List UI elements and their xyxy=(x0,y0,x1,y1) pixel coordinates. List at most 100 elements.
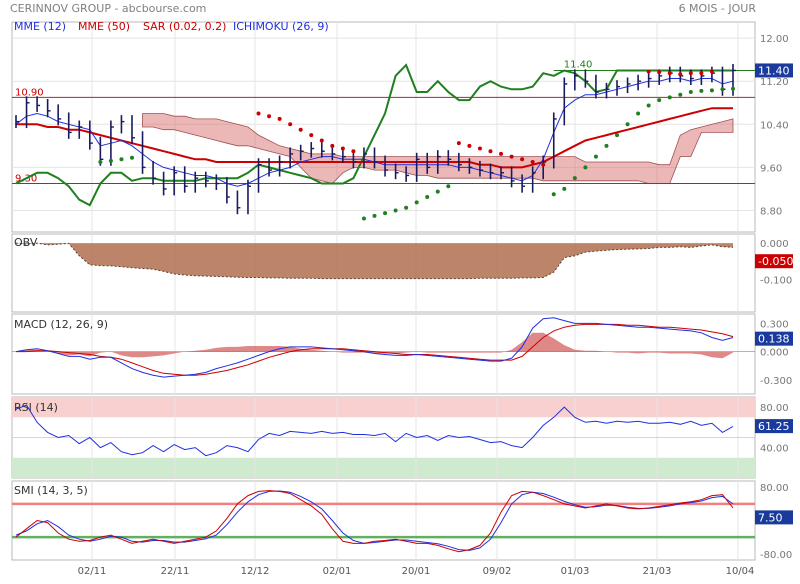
price-last-badge: 11.40 xyxy=(758,64,790,77)
x-tick-label: 09/02 xyxy=(483,566,512,577)
macd-y-tick: 0.000 xyxy=(760,348,789,359)
sar-dot xyxy=(277,116,282,121)
sar-dot xyxy=(583,165,588,170)
obv-y-tick: 0.000 xyxy=(760,239,789,250)
macd-last-badge: 0.138 xyxy=(758,333,790,346)
obv-y-tick: -0.100 xyxy=(760,275,792,286)
sar-dot xyxy=(636,111,641,116)
sar-dot xyxy=(340,146,345,151)
macd-line xyxy=(15,317,734,378)
smi-last-badge-bg xyxy=(755,510,793,525)
sar-dot xyxy=(393,208,398,213)
smi-label: SMI (14, 3, 5) xyxy=(14,484,88,497)
sar-dot xyxy=(520,157,525,162)
price-y-tick: 9.60 xyxy=(760,163,782,174)
price-panel-frame xyxy=(11,21,756,233)
obv-line xyxy=(15,242,734,280)
sar-dot xyxy=(446,184,451,189)
sar-dot xyxy=(699,71,704,76)
sar-dot xyxy=(319,138,324,143)
smi-panel-frame xyxy=(11,480,756,561)
obv-last-badge: -0.050 xyxy=(758,255,793,268)
price-y-tick: 10.40 xyxy=(760,120,789,131)
sar-dot xyxy=(688,90,693,94)
obv-last-badge-bg xyxy=(755,254,793,269)
sar-dot xyxy=(678,72,683,77)
price-y-tick: 12.00 xyxy=(760,34,789,45)
sar-dot xyxy=(572,176,577,181)
rsi-label: RSI (14) xyxy=(14,401,58,414)
macd-y-tick: -0.300 xyxy=(760,376,792,387)
macd-last-badge-bg xyxy=(755,331,793,346)
price-y-tick: 11.20 xyxy=(760,77,789,88)
legend-item: MME (12) xyxy=(14,20,66,33)
sar-dot xyxy=(562,186,567,191)
sar-dot xyxy=(108,158,113,163)
smi-y-tick: -80.00 xyxy=(760,550,792,561)
sar-dot xyxy=(330,143,335,148)
sar-dot xyxy=(646,69,651,74)
sar-dot xyxy=(625,122,630,127)
sar-dot xyxy=(615,133,620,138)
macd-y-tick: 0.300 xyxy=(760,319,789,330)
price-hline-label: 10.90 xyxy=(15,87,44,98)
sar-dot xyxy=(646,103,651,108)
sar-dot xyxy=(604,143,609,148)
sar-dot xyxy=(383,211,388,216)
sar-dot xyxy=(288,122,293,127)
sar-dot xyxy=(351,149,356,154)
x-tick-label: 20/01 xyxy=(402,566,431,577)
rsi-y-tick: 40.00 xyxy=(760,444,789,455)
sar-dot xyxy=(298,127,303,132)
sar-dot xyxy=(361,216,366,221)
price-y-tick: 8.80 xyxy=(760,206,782,217)
legend-item: MME (50) xyxy=(78,20,130,33)
rsi-last-badge-bg xyxy=(755,419,793,434)
sar-dot xyxy=(309,133,314,138)
x-tick-label: 22/11 xyxy=(161,566,190,577)
sar-dot xyxy=(551,192,556,197)
sar-dot xyxy=(541,162,546,167)
sar-dot xyxy=(678,92,683,97)
sar-dot xyxy=(414,200,419,205)
macd-label: MACD (12, 26, 9) xyxy=(14,318,108,331)
rsi-last-badge: 61.25 xyxy=(758,420,790,433)
smi-last-badge: 7.50 xyxy=(758,511,783,524)
rsi-overbought-zone xyxy=(12,397,755,418)
sar-dot xyxy=(456,141,461,146)
sar-dot xyxy=(667,71,672,76)
ichimoku-line xyxy=(15,63,733,207)
legend-item: SAR (0.02, 0.2) xyxy=(143,20,226,33)
legend-item: ICHIMOKU (26, 9) xyxy=(233,20,329,33)
smi-k-line xyxy=(15,490,734,553)
sar-dot xyxy=(593,154,598,159)
macd-histogram xyxy=(16,332,733,359)
sar-dot xyxy=(699,88,704,93)
x-tick-label: 01/03 xyxy=(561,566,590,577)
sar-dot xyxy=(667,95,672,100)
price-last-badge-bg xyxy=(755,63,793,78)
sar-dot xyxy=(709,69,714,74)
sar-dot xyxy=(488,149,493,154)
sar-dot xyxy=(98,160,103,164)
x-tick-label: 02/11 xyxy=(78,566,107,577)
sar-dot xyxy=(688,71,693,76)
smi-y-tick: 80.00 xyxy=(760,483,789,494)
sar-dot xyxy=(425,195,430,199)
sar-dot xyxy=(720,87,725,92)
high-label: 11.40 xyxy=(564,59,593,70)
x-tick-label: 12/12 xyxy=(241,566,270,577)
macd-signal-line xyxy=(16,323,734,376)
sar-dot xyxy=(731,86,735,91)
sar-dot xyxy=(404,205,409,210)
rsi-oversold-zone xyxy=(12,457,755,478)
sar-dot xyxy=(256,111,261,116)
sar-dot xyxy=(657,70,662,75)
rsi-y-tick: 80.00 xyxy=(760,403,789,414)
sar-dot xyxy=(129,155,134,160)
rsi-line xyxy=(15,404,734,457)
sar-dot xyxy=(709,88,714,93)
sar-dot xyxy=(372,213,377,218)
sar-dot xyxy=(267,114,272,119)
